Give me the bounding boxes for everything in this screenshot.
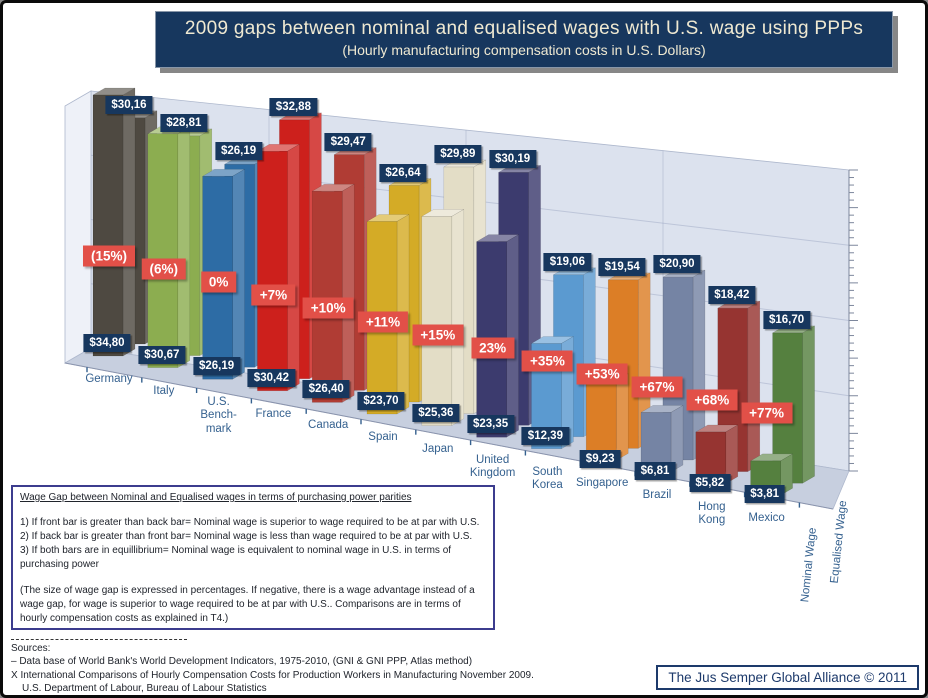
bar-Hong Kong-nominal-side (725, 424, 739, 485)
bar-France-nominal-front (257, 150, 288, 392)
bar-Hong Kong-equalised-side (747, 300, 761, 473)
bar-Singapore-nominal-front (585, 380, 617, 461)
title-banner: 2009 gaps between nominal and equalised … (155, 11, 893, 68)
bar-Mexico-equalised-side (802, 325, 815, 484)
bar-Mexico-nominal-side (780, 453, 793, 496)
sources-line-2: X International Comparisons of Hourly Co… (11, 669, 534, 681)
chart-title: 2009 gaps between nominal and equalised … (184, 18, 864, 39)
bar-Canada-nominal-front (311, 190, 343, 403)
sources-line-3: U.S. Department of Labour, Bureau of Lab… (22, 682, 267, 694)
wage-gap-note-box: Wage Gap between Nominal and Equalised w… (11, 485, 495, 630)
note-paragraph: (The size of wage gap is expressed in pe… (20, 585, 475, 624)
note-line-3: 3) If both bars are in equillibrium= Nom… (20, 545, 452, 570)
bar-France-nominal-side (287, 143, 300, 392)
bar-United Kingdom-nominal-side (506, 234, 519, 438)
bar-Spain-nominal-front (366, 221, 398, 415)
bar-United Kingdom-nominal-front (476, 241, 507, 438)
bar-South Korea-nominal-side (561, 336, 574, 450)
left-wall (64, 90, 92, 364)
note-line-1: 1) If front bar is greater than back bar… (20, 517, 480, 528)
bar-Germany-nominal-side (122, 87, 136, 357)
sources-divider (11, 639, 187, 640)
bar-Brazil-nominal-side (670, 404, 684, 473)
note-line-2: 2) If back bar is greater than front bar… (20, 531, 473, 542)
bar-U.S. Benchmark-nominal-front (202, 175, 233, 380)
sources-heading: Sources: (11, 643, 51, 654)
bar-Germany-nominal-front (92, 94, 124, 357)
bar-Mexico-nominal-front (750, 460, 781, 496)
bar-Italy-nominal-front (147, 133, 179, 368)
sources-block: Sources: – Data base of World Bank's Wor… (11, 639, 631, 695)
bar-Japan-nominal-side (451, 208, 465, 427)
bar-Italy-nominal-side (177, 126, 191, 369)
chart-subtitle: (Hourly manufacturing compensation costs… (342, 42, 706, 58)
bar-Brazil-nominal-front (640, 412, 672, 473)
bar-U.S. Benchmark-nominal-side (232, 168, 245, 380)
bar-South Korea-nominal-front (531, 343, 562, 450)
bar-Japan-nominal-front (421, 216, 453, 426)
sources-line-1: – Data base of World Bank's World Develo… (11, 656, 473, 668)
note-heading: Wage Gap between Nominal and Equalised w… (20, 492, 412, 503)
bar-Singapore-nominal-side (615, 373, 629, 461)
credit-badge: The Jus Semper Global Alliance © 2011 (656, 665, 919, 690)
bar-Canada-nominal-side (341, 183, 355, 403)
bar-Spain-nominal-side (396, 214, 410, 415)
bar-Hong Kong-nominal-front (695, 431, 727, 484)
